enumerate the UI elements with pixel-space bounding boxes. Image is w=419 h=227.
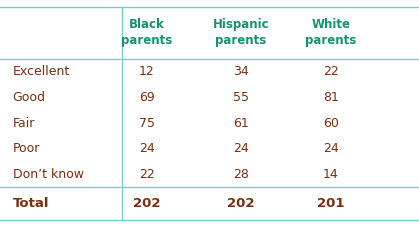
Text: 202: 202 (227, 197, 255, 210)
Text: 14: 14 (323, 168, 339, 181)
Text: 202: 202 (133, 197, 160, 210)
Text: 201: 201 (317, 197, 345, 210)
Text: 22: 22 (323, 65, 339, 78)
Text: 61: 61 (233, 117, 249, 130)
Text: Don’t know: Don’t know (13, 168, 83, 181)
Text: 60: 60 (323, 117, 339, 130)
Text: Black
parents: Black parents (121, 18, 172, 47)
Text: 69: 69 (139, 91, 155, 104)
Text: 75: 75 (139, 117, 155, 130)
Text: Good: Good (13, 91, 46, 104)
Text: Hispanic
parents: Hispanic parents (212, 18, 269, 47)
Text: 22: 22 (139, 168, 155, 181)
Text: Excellent: Excellent (13, 65, 70, 78)
Text: 34: 34 (233, 65, 249, 78)
Text: 24: 24 (323, 142, 339, 155)
Text: 28: 28 (233, 168, 249, 181)
Text: Poor: Poor (13, 142, 40, 155)
Text: 24: 24 (233, 142, 249, 155)
Text: 55: 55 (233, 91, 249, 104)
Text: 81: 81 (323, 91, 339, 104)
Text: 24: 24 (139, 142, 155, 155)
Text: Fair: Fair (13, 117, 35, 130)
Text: White
parents: White parents (305, 18, 357, 47)
Text: Total: Total (13, 197, 49, 210)
Text: 12: 12 (139, 65, 155, 78)
